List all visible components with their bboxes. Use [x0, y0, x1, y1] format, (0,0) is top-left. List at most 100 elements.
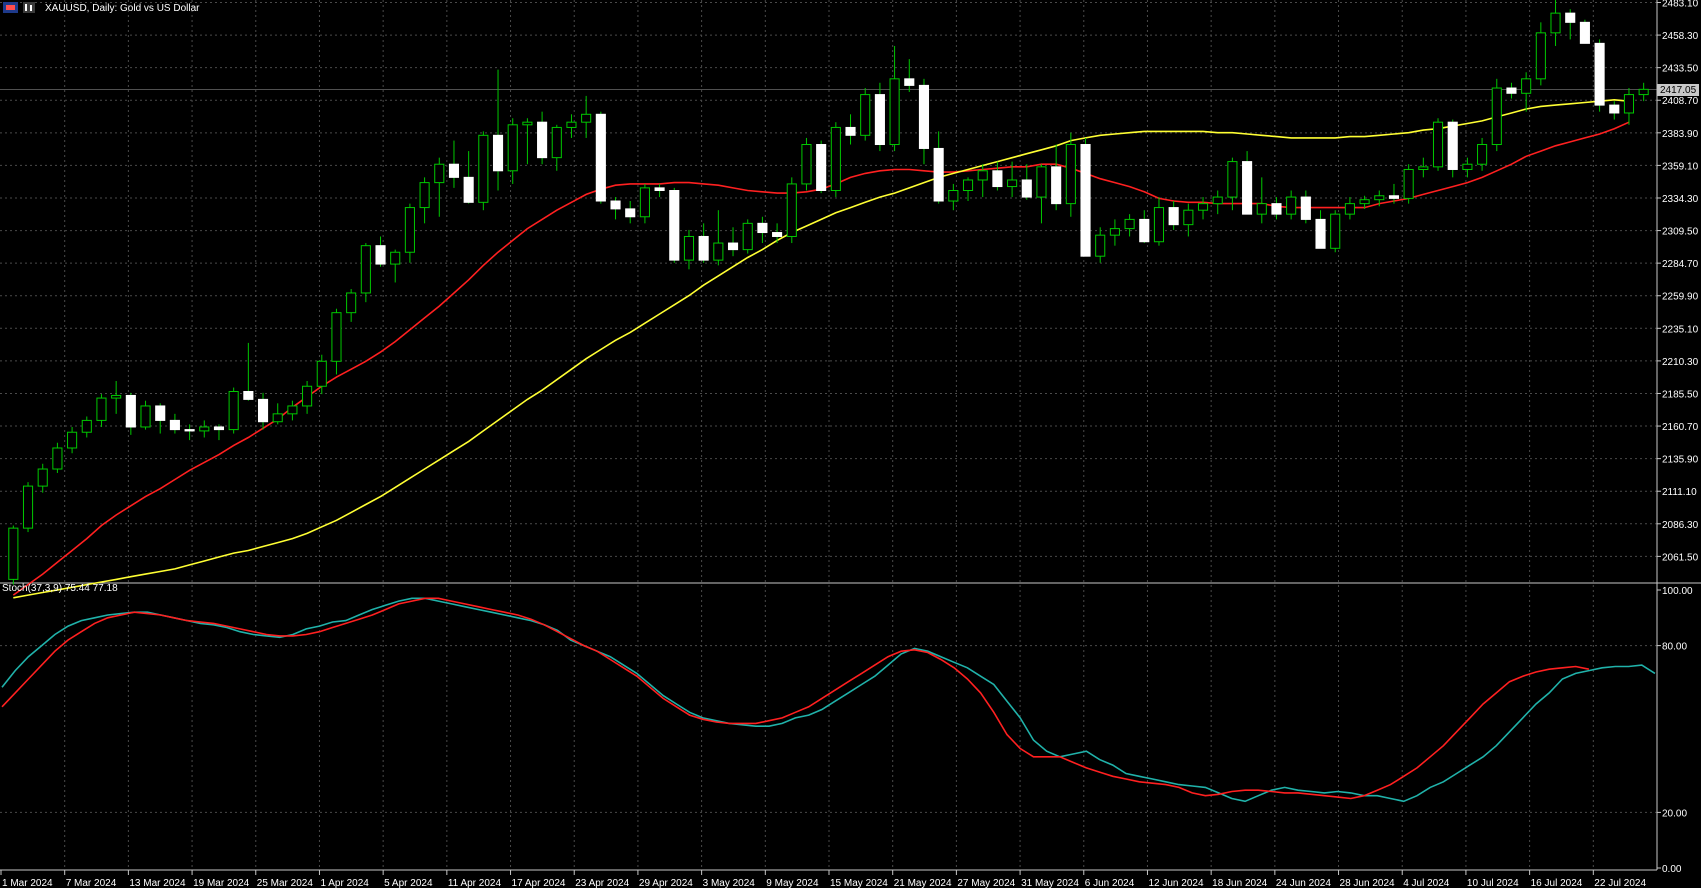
candle-body-bull	[639, 187, 650, 218]
candle-body-bear	[375, 245, 386, 265]
candle	[478, 131, 489, 211]
candle	[1565, 9, 1576, 40]
candle	[845, 114, 856, 145]
candle-body-bull	[1550, 12, 1561, 34]
candle	[566, 114, 577, 138]
candle	[816, 140, 827, 194]
candle	[316, 354, 327, 395]
candle-body-bear	[125, 394, 136, 428]
candle-body-bull	[1124, 218, 1135, 230]
candle	[1109, 219, 1120, 246]
candle	[199, 420, 210, 438]
candle-body-bull	[1212, 196, 1223, 205]
candle-body-bull	[962, 179, 974, 191]
candle	[1609, 101, 1620, 120]
candle	[1359, 195, 1370, 209]
candle-body-bull	[551, 126, 562, 159]
stoch-tick-label: 0.00	[1662, 864, 1682, 875]
candle	[257, 392, 269, 430]
candle	[683, 229, 695, 270]
time-tick-label: 15 May 2024	[830, 878, 888, 888]
candle	[1638, 82, 1649, 102]
time-tick-label: 5 Apr 2024	[384, 878, 433, 888]
stoch-tick-label: 80.00	[1662, 642, 1687, 653]
candle-body-bear	[933, 147, 944, 202]
candle	[1462, 157, 1473, 178]
candle	[698, 223, 709, 263]
candle-body-bear	[654, 187, 665, 191]
candle	[1374, 190, 1385, 207]
time-tick-label: 6 Jun 2024	[1085, 878, 1135, 888]
time-tick-label: 29 Apr 2024	[639, 878, 693, 888]
price-tick-label: 2309.50	[1662, 227, 1699, 238]
candle	[1021, 164, 1032, 200]
candle	[1506, 82, 1517, 99]
symbol-title: XAUUSD, Daily: Gold vs US Dollar	[45, 3, 200, 14]
time-axis: 1 Mar 2024 7 Mar 2024 13 Mar 2024 19 Mar 20…	[0, 870, 1646, 888]
candle-body-bull	[434, 163, 445, 184]
candle-body-bull	[272, 413, 283, 423]
candle-body-bear	[213, 426, 225, 431]
candle	[346, 289, 357, 322]
candle-body-bear	[610, 200, 621, 210]
candle-body-bear	[904, 78, 915, 86]
candle-body-bear	[1080, 144, 1091, 257]
candle	[111, 380, 122, 414]
candle-body-bear	[845, 126, 856, 136]
candle-body-bear	[155, 405, 166, 421]
time-tick-label: 12 Jun 2024	[1148, 878, 1203, 888]
candle-body-bear	[1139, 218, 1150, 243]
time-tick-label: 25 Mar 2024	[257, 878, 314, 888]
price-tick-label: 2433.50	[1662, 64, 1699, 75]
candle	[8, 525, 19, 585]
candle-body-bull	[1638, 88, 1649, 96]
candle-body-bull	[1153, 207, 1165, 243]
price-tick-label: 2111.10	[1662, 487, 1697, 498]
candle-body-bull	[37, 468, 48, 487]
candle-body-bull	[1109, 228, 1120, 236]
candlestick-mode-icon[interactable]	[23, 2, 35, 13]
time-tick-label: 4 Jul 2024	[1403, 878, 1450, 888]
candle	[228, 387, 239, 434]
candle-body-bull	[478, 134, 489, 203]
stochastic-lines	[1, 597, 1656, 803]
window-menu-icon-mark	[6, 5, 15, 10]
candle	[140, 400, 151, 430]
candle-body-bull	[360, 245, 371, 294]
candle-body-bull	[507, 124, 518, 172]
candle	[169, 413, 180, 434]
candle-body-bull	[1432, 121, 1444, 168]
candle-body-bull	[81, 419, 92, 433]
candle	[639, 183, 650, 224]
candle-body-bull	[228, 391, 239, 431]
chart-header: XAUUSD, Daily: Gold vs US Dollar	[3, 2, 200, 14]
candle	[581, 95, 592, 138]
candle-body-bull	[977, 170, 988, 181]
candle-body-bull	[140, 405, 151, 428]
candle-body-bull	[287, 405, 298, 415]
candle	[448, 140, 460, 188]
candle-body-bull	[1418, 166, 1429, 170]
candle-body-bull	[1462, 163, 1473, 170]
candle-body-bull	[404, 207, 415, 253]
candle-body-bull	[8, 527, 19, 580]
candle	[434, 157, 445, 217]
candle	[1388, 183, 1400, 204]
candle-body-bull	[419, 182, 430, 209]
candle-body-bear	[816, 144, 827, 191]
candle-body-bear	[184, 429, 195, 432]
time-tick-label: 1 Apr 2024	[320, 878, 369, 888]
current-price-label: 2417.05	[1660, 85, 1697, 96]
candle	[551, 124, 562, 171]
candle-body-bull	[713, 242, 724, 261]
candle-body-bull	[1535, 32, 1546, 80]
candle	[184, 424, 195, 441]
candle-body-bull	[390, 251, 401, 265]
candle-body-bull	[1403, 168, 1414, 199]
price-tick-label: 2086.30	[1662, 520, 1699, 531]
candle	[1242, 151, 1253, 215]
candle	[874, 82, 885, 152]
candle-body-bear	[757, 222, 768, 234]
candle	[1447, 119, 1458, 178]
